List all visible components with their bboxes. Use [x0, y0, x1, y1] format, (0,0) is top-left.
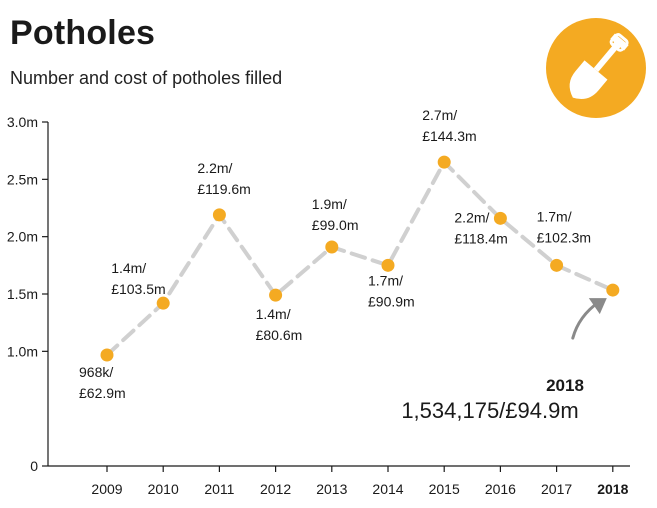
data-label-line: £102.3m	[537, 229, 591, 245]
data-label: 2.2m/ £119.6m	[197, 160, 250, 197]
data-label-line: 2.7m/	[422, 107, 457, 123]
page-title: Potholes	[10, 14, 156, 52]
data-point	[606, 283, 620, 297]
data-points-layer	[100, 155, 620, 362]
shovel-badge	[546, 18, 646, 118]
data-label-line: £62.9m	[79, 385, 126, 401]
data-label-line: £119.6m	[197, 181, 250, 197]
data-label-line: £99.0m	[312, 217, 359, 233]
y-tick-label: 1.5m	[7, 286, 38, 302]
y-tick-label: 2.5m	[7, 171, 38, 187]
x-tick-label: 2009	[91, 481, 122, 497]
data-label-line: 1.4m/	[111, 260, 146, 276]
data-point	[493, 211, 507, 225]
data-label: 1.9m/ £99.0m	[312, 196, 359, 233]
data-label: 2.2m/ £118.4m	[454, 209, 507, 246]
data-label-line: 968k/	[79, 364, 113, 380]
shovel-icon	[569, 33, 629, 100]
x-tick-label: 2015	[429, 481, 460, 497]
x-tick-label: 2010	[148, 481, 179, 497]
x-tick-label: 2012	[260, 481, 291, 497]
x-tick-label: 2017	[541, 481, 572, 497]
chart-axes: 0 1.0m 1.5m 2.0m 2.5m 3.0m 2009 2010 2011 2012 201…	[7, 114, 630, 497]
series-line	[105, 160, 615, 358]
data-point	[550, 258, 564, 272]
y-tick-label: 0	[30, 458, 38, 474]
y-tick-label: 1.0m	[7, 343, 38, 359]
data-label: 1.4m/ £80.6m	[256, 306, 303, 343]
x-tick-label: 2011	[204, 481, 234, 497]
data-label: 1.7m/ £90.9m	[368, 272, 415, 309]
data-label: 968k/ £62.9m	[79, 364, 126, 401]
data-label-line: £90.9m	[368, 293, 415, 309]
data-label-line: 1.9m/	[312, 196, 347, 212]
data-label-line: 1.7m/	[368, 272, 403, 288]
data-label-line: 1.7m/	[537, 208, 572, 224]
data-point	[381, 258, 395, 272]
data-point	[269, 288, 283, 302]
data-label: 1.4m/ £103.5m	[111, 260, 165, 297]
data-label-line: 2.2m/	[454, 209, 489, 225]
x-tick-label: 2016	[485, 481, 516, 497]
page-subtitle: Number and cost of potholes filled	[10, 68, 283, 88]
series-line-layer	[105, 160, 615, 358]
data-label: 1.7m/ £102.3m	[537, 208, 591, 245]
data-point	[437, 155, 451, 169]
data-point	[100, 348, 114, 362]
x-tick-label: 2013	[316, 481, 347, 497]
data-point	[156, 296, 170, 310]
data-label-line: 1.4m/	[256, 306, 291, 322]
highlight-year: 2018	[546, 376, 584, 395]
highlight-arrow	[571, 300, 601, 340]
y-tick-label: 3.0m	[7, 114, 38, 130]
data-label-line: £80.6m	[256, 327, 303, 343]
highlight-arrow-head	[588, 298, 607, 315]
data-label: 2.7m/ £144.3m	[422, 107, 476, 144]
data-label-line: £103.5m	[111, 281, 165, 297]
data-label-line: £118.4m	[454, 230, 507, 246]
data-point	[212, 208, 226, 222]
highlight-annotation: 2018 1,534,175/£94.9m	[401, 298, 607, 423]
x-tick-label: 2014	[372, 481, 403, 497]
data-label-line: 2.2m/	[197, 160, 232, 176]
y-tick-label: 2.0m	[7, 229, 38, 245]
x-tick-label: 2018	[597, 481, 628, 497]
data-point	[325, 240, 339, 254]
data-label-line: £144.3m	[422, 128, 476, 144]
data-labels-layer: 968k/ £62.9m 1.4m/ £103.5m 2.2m/ £119.6m 1.4m/…	[79, 107, 591, 401]
highlight-value: 1,534,175/£94.9m	[401, 398, 578, 423]
